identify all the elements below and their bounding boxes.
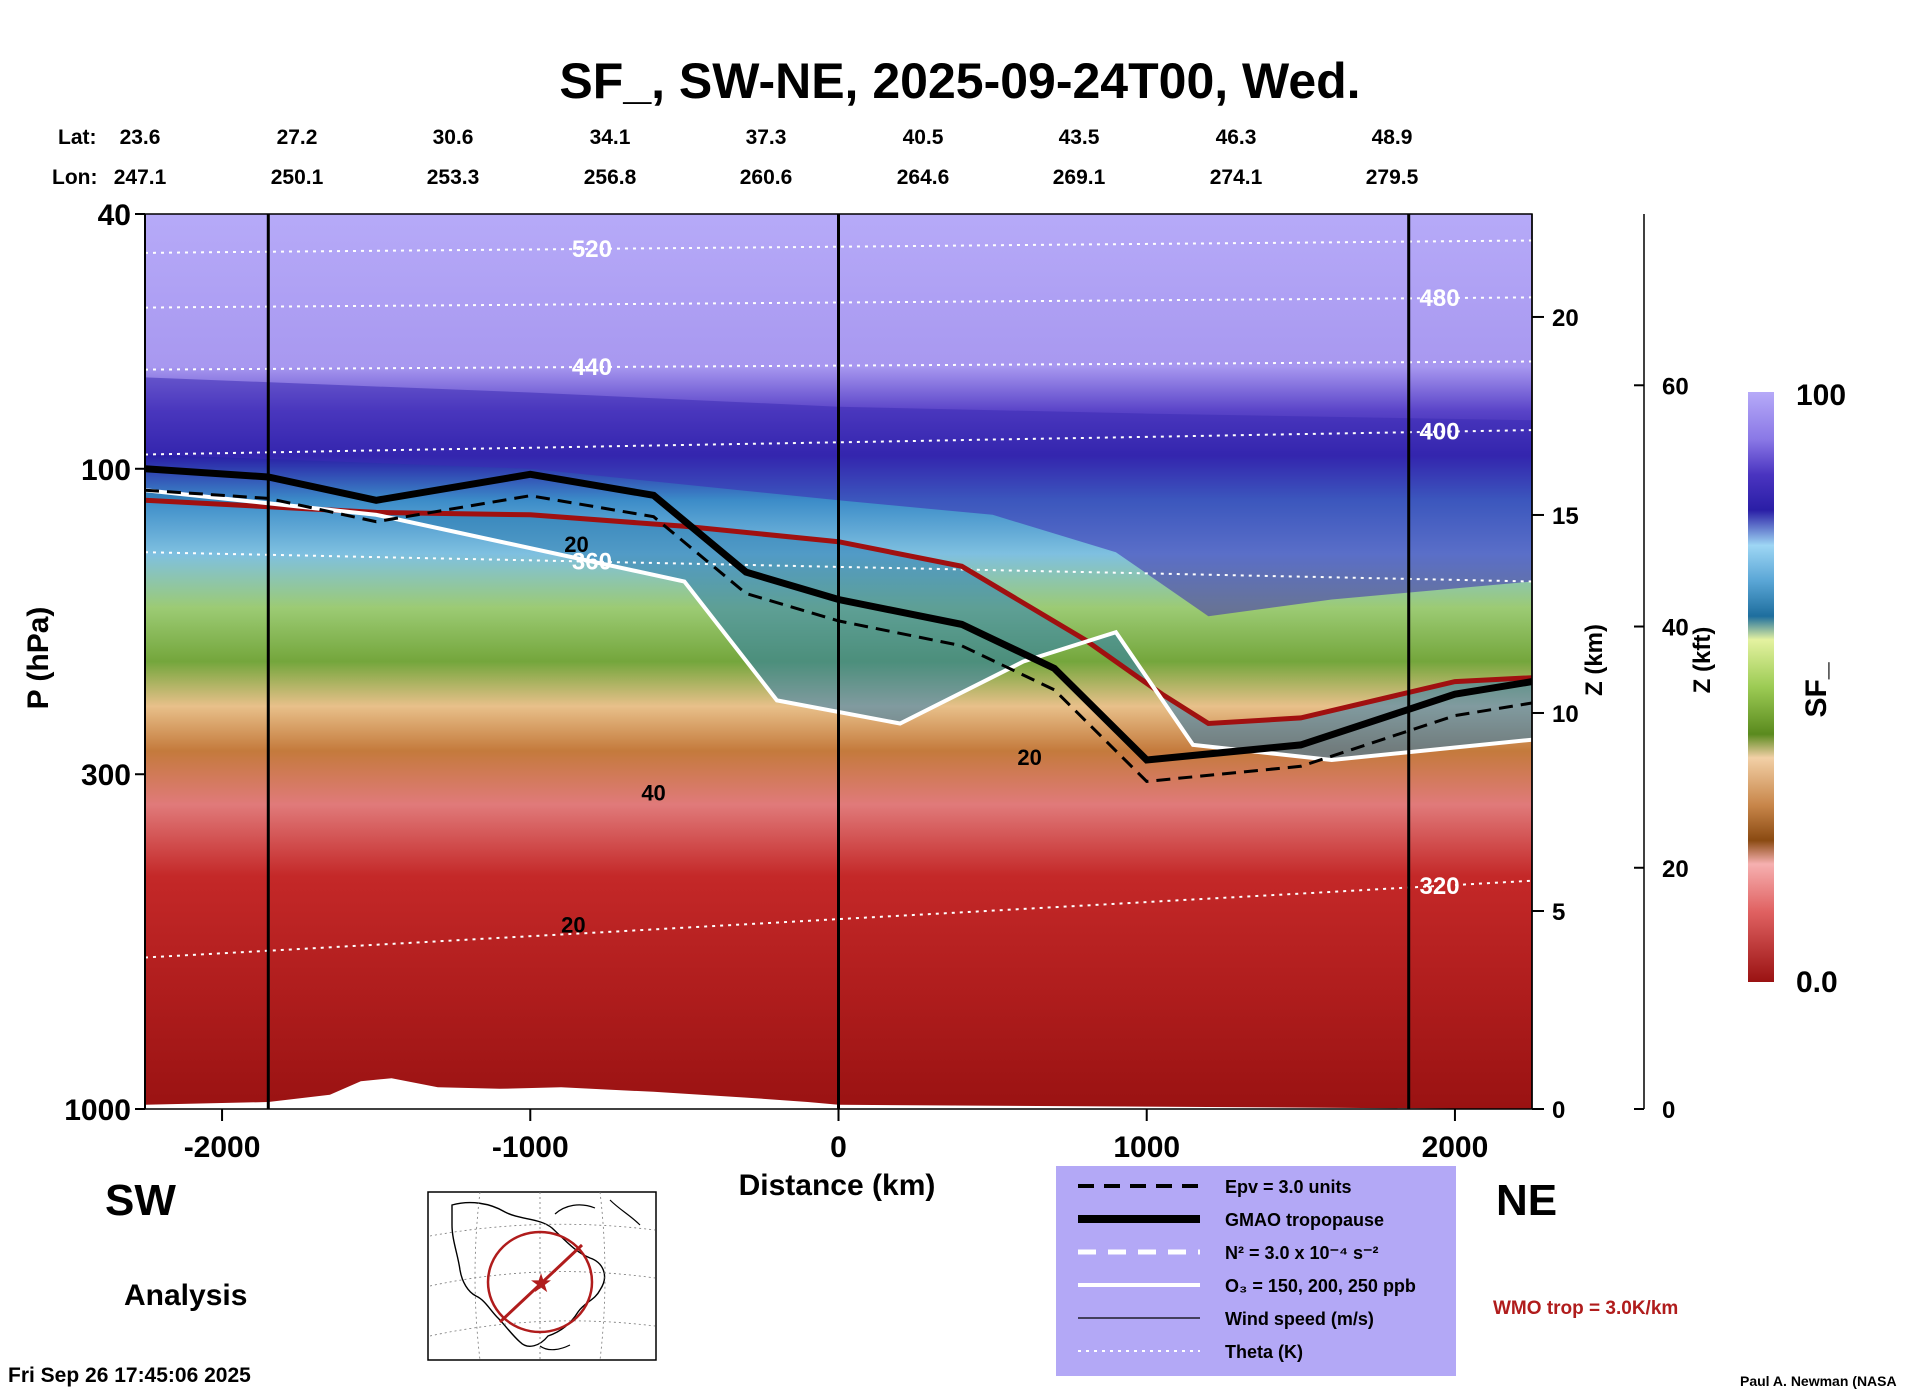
inset-map-land <box>451 1201 606 1347</box>
y-tick-label: 40 <box>98 199 131 232</box>
wind-speed-label: 20 <box>561 912 585 937</box>
colorbar-max-label: 100 <box>1796 379 1846 412</box>
wind-speed-label: 40 <box>641 781 665 806</box>
x-tick-label: 0 <box>830 1131 847 1164</box>
lon-value: 274.1 <box>1210 166 1263 189</box>
z-kft-tick-label: 40 <box>1662 615 1689 642</box>
z-km-tick-label: 15 <box>1552 503 1579 530</box>
inset-map-coast <box>539 1199 641 1351</box>
ne-label: NE <box>1496 1176 1557 1225</box>
lat-value: 23.6 <box>120 126 161 149</box>
z-km-tick-label: 20 <box>1552 305 1579 332</box>
y-axis-pressure: 40 100 300 1000 <box>64 199 146 1127</box>
timestamp: Fri Sep 26 17:45:06 2025 <box>8 1364 251 1387</box>
x-tick-label: 2000 <box>1422 1131 1489 1164</box>
lon-value: 256.8 <box>584 166 637 189</box>
terrain-mask <box>145 1078 1532 1109</box>
theta-label: 400 <box>1420 419 1460 446</box>
y-axis-z-km: 0 5 10 15 20 <box>1531 214 1579 1124</box>
y-tick-label: 300 <box>81 759 131 792</box>
lat-value: 30.6 <box>433 126 474 149</box>
legend-label: O₃ = 150, 200, 250 ppb <box>1225 1276 1416 1296</box>
legend-label: GMAO tropopause <box>1225 1210 1384 1230</box>
y-axis-z-kft: 0 20 40 60 <box>1634 214 1689 1124</box>
x-axis-label: Distance (km) <box>739 1169 936 1202</box>
chart-title: SF_, SW-NE, 2025-09-24T00, Wed. <box>559 53 1360 109</box>
z-km-tick-label: 0 <box>1552 1097 1565 1124</box>
x-tick-label: -2000 <box>184 1131 261 1164</box>
colorbar-min-label: 0.0 <box>1796 966 1838 999</box>
wmo-tropopause-line <box>145 497 1532 727</box>
lon-label: Lon: <box>52 166 97 189</box>
theta-label: 440 <box>572 354 612 381</box>
z-kft-tick-label: 20 <box>1662 856 1689 883</box>
z-km-tick-label: 5 <box>1552 899 1565 926</box>
lat-value: 37.3 <box>746 126 787 149</box>
colorbar-gradient <box>1748 392 1774 982</box>
vertical-markers <box>266 214 1411 1109</box>
z-km-label: Z (km) <box>1581 624 1608 696</box>
lat-label: Lat: <box>58 126 97 149</box>
lon-value: 269.1 <box>1053 166 1106 189</box>
legend-label: Wind speed (m/s) <box>1225 1309 1374 1329</box>
y-tick-label: 1000 <box>64 1094 131 1127</box>
lon-value: 260.6 <box>740 166 793 189</box>
lon-value: 264.6 <box>897 166 950 189</box>
lat-lon-values: 23.6 247.1 27.2 250.1 30.6 253.3 34.1 256.8 37.3… <box>114 126 1419 189</box>
colorbar: 100 0.0 SF_ <box>1748 379 1846 999</box>
lon-value: 250.1 <box>271 166 324 189</box>
colorbar-title: SF_ <box>1800 662 1833 717</box>
sw-label: SW <box>105 1176 176 1225</box>
inset-map-transect <box>498 1243 584 1324</box>
z-kft-label: Z (kft) <box>1689 627 1716 694</box>
y-tick-label: 100 <box>81 454 131 487</box>
x-axis: -2000 -1000 0 1000 2000 <box>184 1109 1489 1164</box>
legend-box <box>1056 1166 1456 1376</box>
theta-label: 520 <box>572 236 612 263</box>
theta-label: 320 <box>1420 873 1460 900</box>
lat-lon-header: Lat: Lon: 23.6 247.1 27.2 250.1 30.6 253.3 34.… <box>52 126 1419 189</box>
wind-speed-labels: 20 40 20 20 <box>561 532 1042 937</box>
lat-value: 40.5 <box>903 126 944 149</box>
legend-label: Theta (K) <box>1225 1342 1303 1362</box>
legend-items: Epv = 3.0 units GMAO tropopause N² = 3.0 x… <box>1078 1177 1416 1362</box>
legend-label: Epv = 3.0 units <box>1225 1177 1352 1197</box>
lat-value: 43.5 <box>1059 126 1100 149</box>
lat-value: 27.2 <box>277 126 318 149</box>
lon-value: 247.1 <box>114 166 167 189</box>
lon-value: 279.5 <box>1366 166 1419 189</box>
wind-speed-label: 20 <box>564 532 588 557</box>
inset-map-center-star: ★ <box>529 1268 552 1298</box>
z-kft-tick-label: 0 <box>1662 1097 1675 1124</box>
x-tick-label: 1000 <box>1113 1131 1180 1164</box>
z-km-tick-label: 10 <box>1552 701 1579 728</box>
lat-value: 48.9 <box>1372 126 1413 149</box>
wmo-trop-note: WMO trop = 3.0K/km <box>1493 1298 1678 1319</box>
lat-value: 34.1 <box>590 126 631 149</box>
wind-speed-label: 20 <box>1017 745 1041 770</box>
analysis-label: Analysis <box>124 1279 247 1312</box>
theta-label: 480 <box>1420 285 1460 312</box>
z-kft-tick-label: 60 <box>1662 373 1689 400</box>
lon-value: 253.3 <box>427 166 480 189</box>
inset-map: ★ <box>427 1191 657 1361</box>
inset-map-range-circle <box>486 1230 594 1334</box>
x-tick-label: -1000 <box>492 1131 569 1164</box>
inset-map-grid <box>429 1191 656 1361</box>
y-axis-label: P (hPa) <box>22 607 55 710</box>
credit: Paul A. Newman (NASA <box>1740 1373 1897 1389</box>
lat-value: 46.3 <box>1216 126 1257 149</box>
legend-label: N² = 3.0 x 10⁻⁴ s⁻² <box>1225 1243 1378 1263</box>
legend: Epv = 3.0 units GMAO tropopause N² = 3.0 x… <box>1056 1166 1456 1376</box>
ozone-contour <box>145 488 1532 763</box>
